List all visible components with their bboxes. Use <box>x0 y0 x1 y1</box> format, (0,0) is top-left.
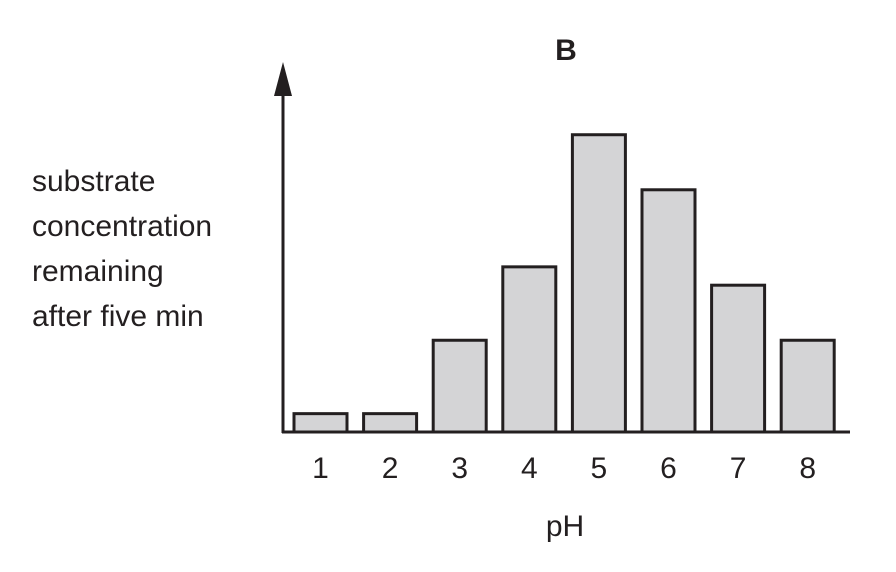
bar-ph-4 <box>501 265 558 434</box>
y-axis-label: substrate concentration remaining after fiv… <box>32 165 212 333</box>
x-tick-label: 6 <box>660 452 677 485</box>
y-axis-label-line: substrate <box>32 165 155 198</box>
y-axis-label-line: concentration <box>32 210 212 243</box>
x-tick-label: 5 <box>591 452 608 485</box>
bar-ph-6 <box>640 188 697 434</box>
x-tick-label: 4 <box>521 452 538 485</box>
chart-title: B <box>555 34 577 67</box>
x-tick-label: 2 <box>382 452 399 485</box>
bar-ph-7 <box>710 283 767 434</box>
x-tick-label: 7 <box>730 452 747 485</box>
bar-ph-2 <box>362 412 419 434</box>
x-tick-label: 8 <box>799 452 816 485</box>
y-axis-label-line: after five min <box>32 300 204 333</box>
x-tick-label: 1 <box>312 452 329 485</box>
y-axis-label-line: remaining <box>32 255 164 288</box>
x-tick-label: 3 <box>451 452 468 485</box>
bar-ph-3 <box>431 338 488 434</box>
x-axis-label: pH <box>546 510 584 543</box>
y-axis-arrow-icon <box>274 62 292 96</box>
bar-ph-1 <box>292 412 349 434</box>
bar-ph-8 <box>779 338 836 434</box>
bar-ph-5 <box>570 133 627 434</box>
